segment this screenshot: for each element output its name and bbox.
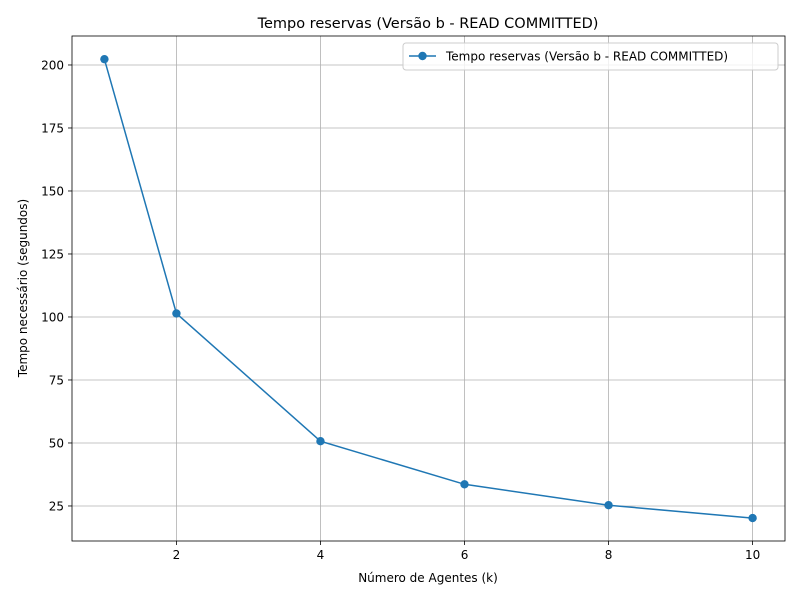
y-tick-label: 175 — [41, 121, 64, 135]
data-point — [100, 54, 109, 64]
y-tick-label: 150 — [41, 184, 64, 198]
data-point — [460, 480, 469, 489]
data-point — [748, 513, 757, 523]
y-tick-label: 100 — [41, 310, 64, 324]
legend: Tempo reservas (Versão b - READ COMMITTE… — [402, 42, 779, 71]
chart-title: Tempo reservas (Versão b - READ COMMITTE… — [257, 16, 599, 32]
plot-frame — [71, 35, 786, 542]
y-tick-label: 125 — [41, 247, 64, 261]
legend-box — [402, 42, 779, 71]
series-layer — [100, 54, 757, 523]
y-axis-label: Tempo necessário (segundos) — [16, 199, 30, 378]
data-point — [604, 501, 613, 510]
x-tick-label: 6 — [461, 548, 469, 562]
x-tick-label: 2 — [173, 548, 181, 562]
x-tick-label: 4 — [317, 548, 325, 562]
legend-dot-marker — [418, 51, 427, 61]
series-line — [103, 58, 753, 519]
data-point — [316, 437, 325, 446]
y-tick-label: 75 — [49, 373, 64, 387]
y-tick-label: 50 — [49, 436, 64, 450]
x-tick-label: 10 — [745, 548, 760, 562]
data-point — [172, 309, 181, 318]
x-axis-label: Número de Agentes (k) — [358, 571, 498, 585]
y-tick-label: 25 — [49, 499, 64, 513]
y-tick-label: 200 — [41, 58, 64, 72]
axis-ticks: 2 4 6 8 10 25 50 75 100 125 150 175 200 — [41, 58, 760, 562]
x-tick-label: 8 — [605, 548, 613, 562]
legend-entry-label: Tempo reservas (Versão b - READ COMMITTE… — [445, 50, 728, 64]
